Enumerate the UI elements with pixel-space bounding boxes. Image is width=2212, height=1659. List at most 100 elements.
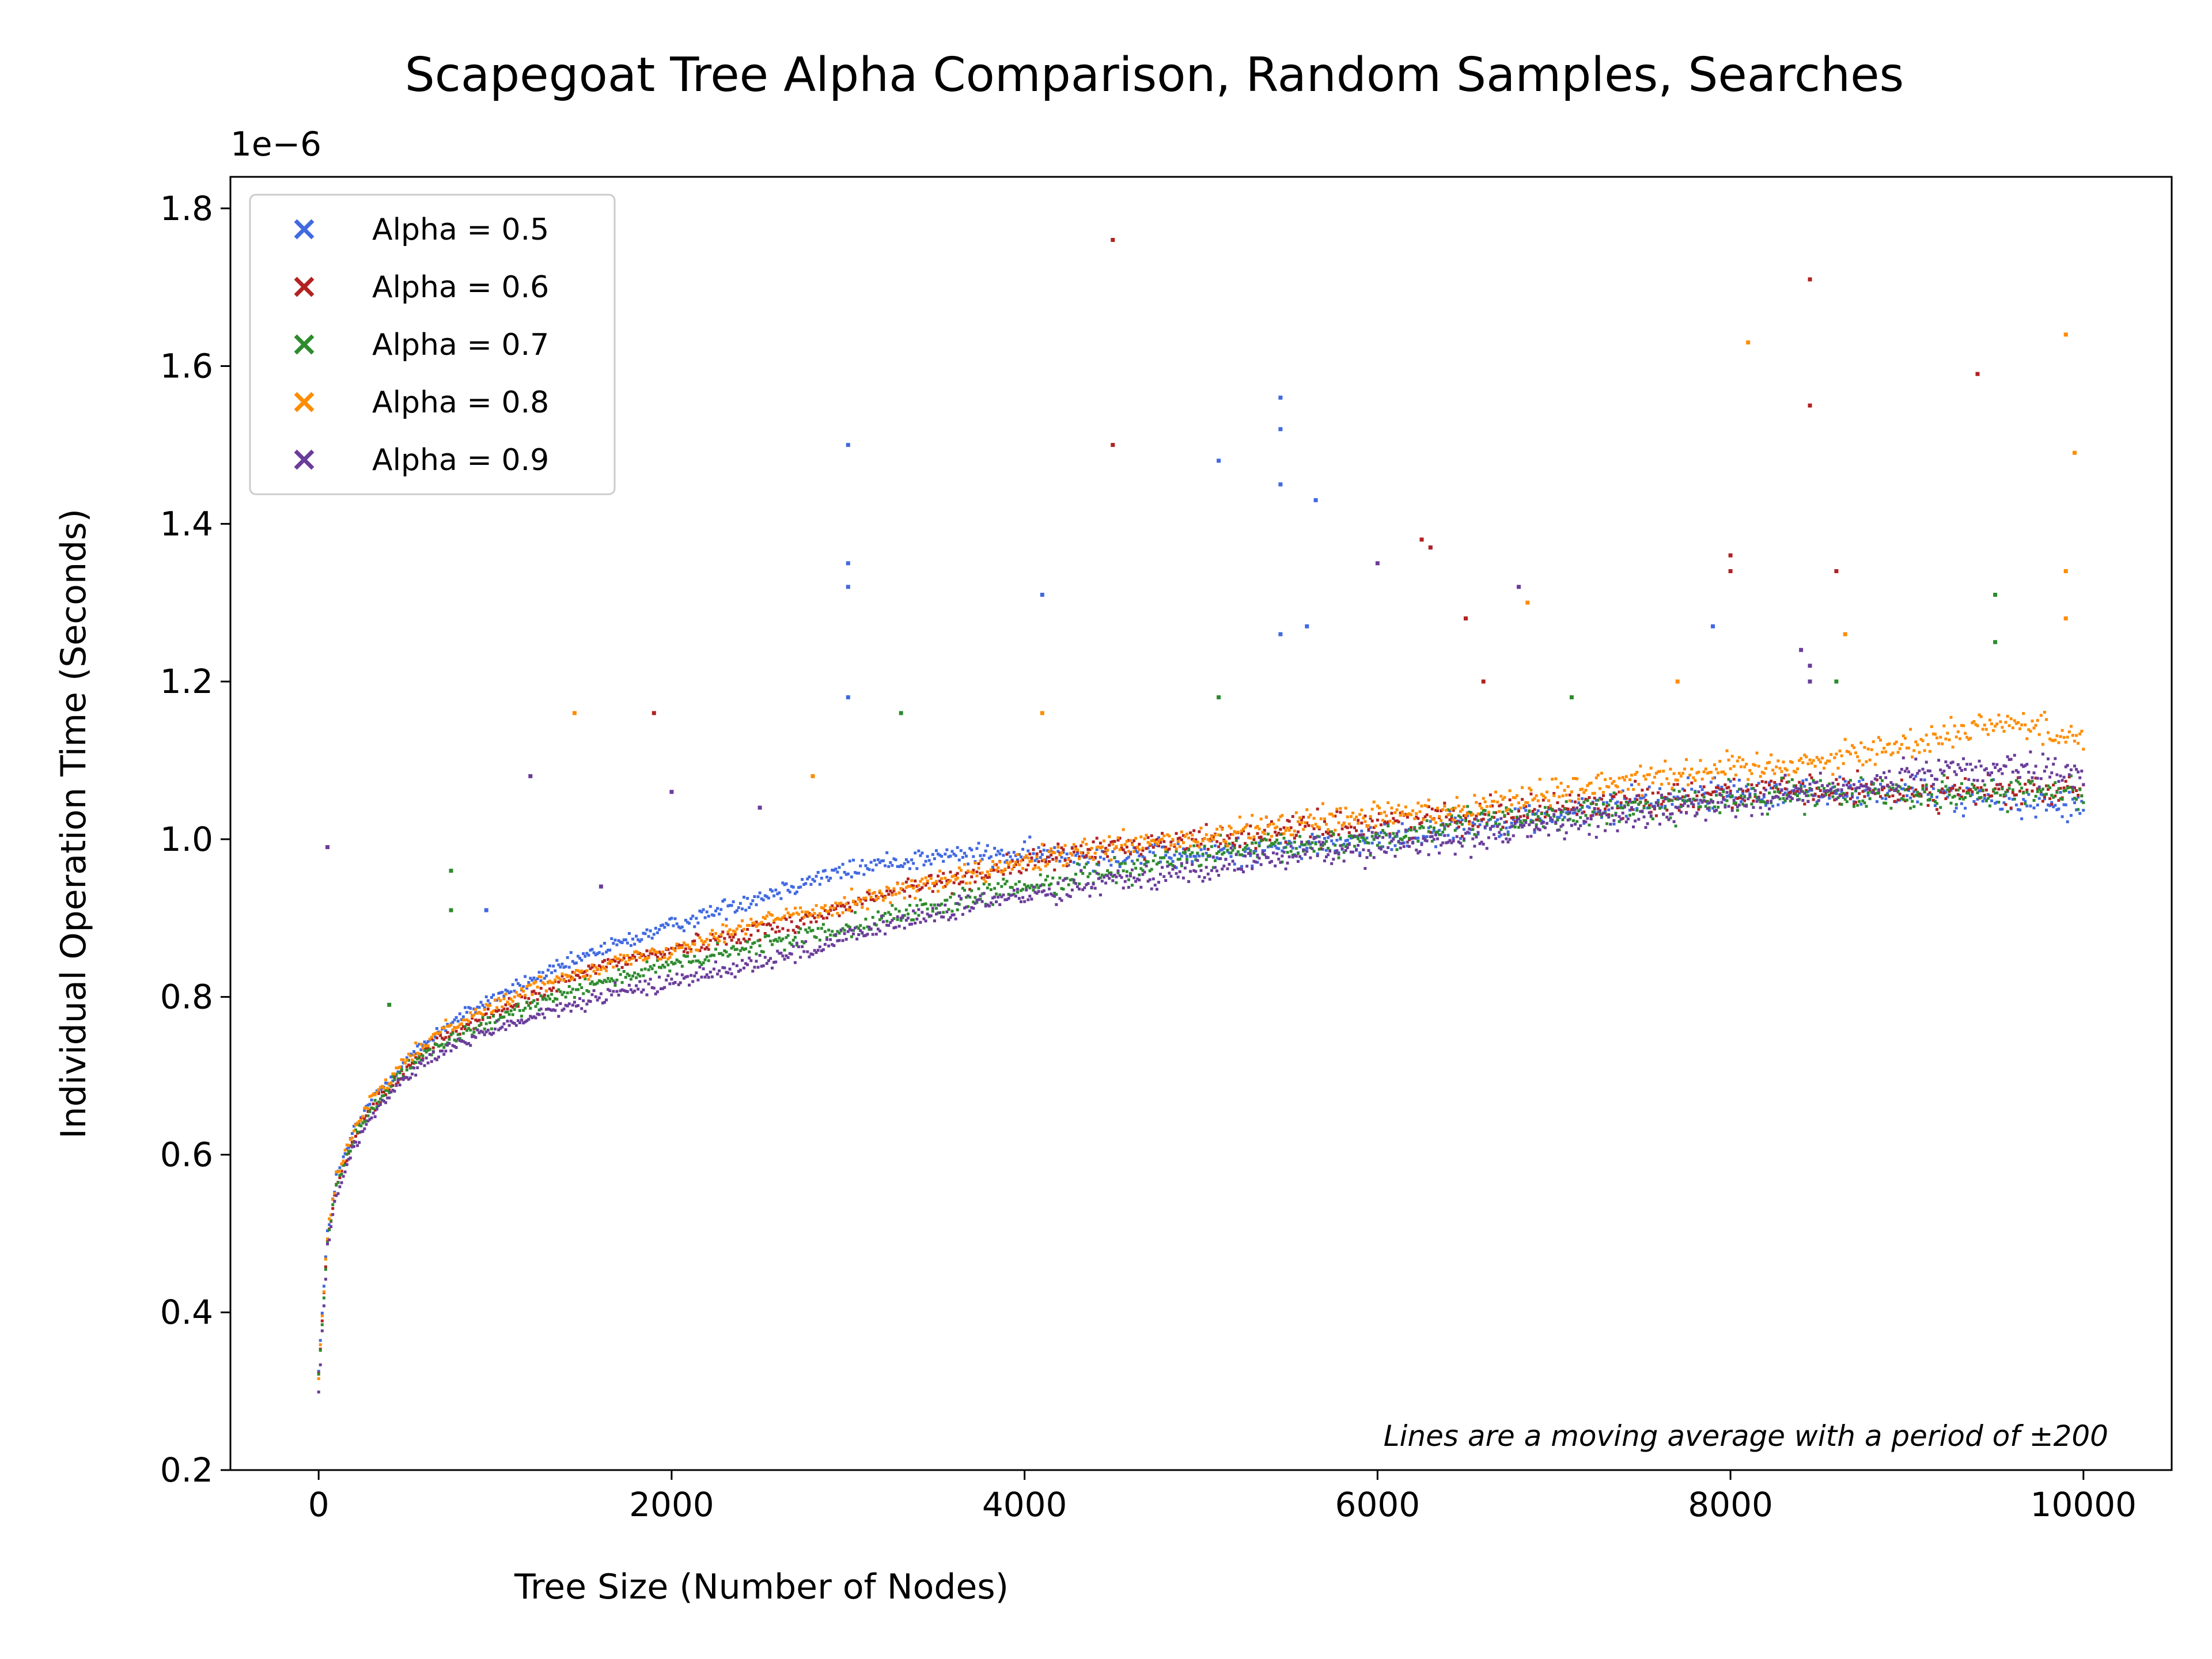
data-point: [1395, 819, 1399, 823]
data-point: [1986, 797, 1990, 800]
data-point: [1630, 808, 1633, 811]
data-point: [1949, 761, 1953, 764]
data-point: [1877, 791, 1880, 795]
data-point: [797, 912, 800, 916]
data-point: [476, 1005, 479, 1009]
data-point: [997, 866, 1000, 869]
data-point: [1709, 771, 1713, 774]
data-point: [1166, 850, 1169, 854]
data-point: [1468, 823, 1471, 825]
data-point: [1782, 760, 1785, 764]
data-point: [1649, 814, 1653, 817]
data-point: [1249, 836, 1252, 840]
data-point: [987, 904, 991, 908]
data-point: [2050, 802, 2054, 806]
data-point: [1228, 824, 1231, 828]
data-point: [868, 889, 871, 892]
data-point: [1206, 838, 1210, 841]
data-point: [1434, 831, 1437, 834]
data-point: [1771, 796, 1775, 800]
data-point: [525, 984, 529, 988]
data-point: [1118, 862, 1122, 866]
data-point: [1399, 812, 1402, 815]
data-point: [1065, 862, 1069, 866]
data-point: [1942, 774, 1946, 777]
data-point: [1074, 882, 1077, 885]
data-point: [1468, 810, 1471, 814]
data-point: [400, 1068, 403, 1071]
data-point: [1169, 840, 1173, 844]
data-point: [1842, 796, 1845, 799]
data-point: [772, 961, 776, 964]
data-point: [1634, 779, 1637, 783]
data-point: [419, 1048, 423, 1051]
data-point: [776, 892, 779, 896]
data-point: [673, 949, 677, 952]
data-point: [1162, 845, 1166, 849]
data-point: [703, 940, 707, 943]
data-point: [1122, 828, 1125, 831]
data-point: [1657, 798, 1660, 802]
data-point: [778, 918, 781, 921]
data-point: [1819, 789, 1822, 792]
data-point: [2067, 790, 2071, 794]
data-point: [1936, 808, 1938, 811]
data-point: [476, 1028, 479, 1032]
data-point: [825, 936, 828, 940]
data-point: [1171, 838, 1175, 841]
data-point: [2020, 817, 2024, 820]
data-point: [698, 961, 702, 964]
data-point: [1740, 765, 1743, 768]
data-point: [1106, 849, 1109, 852]
data-point: [721, 953, 725, 957]
data-point: [1559, 810, 1563, 814]
data-point: [1579, 803, 1582, 806]
data-point: [1859, 776, 1863, 779]
data-point: [1845, 794, 1849, 798]
data-point: [476, 1012, 479, 1015]
data-point: [1109, 871, 1113, 874]
data-point: [1618, 777, 1621, 780]
data-point: [1858, 800, 1861, 803]
data-point: [627, 932, 631, 935]
data-point: [531, 1001, 534, 1004]
data-point: [938, 911, 942, 914]
data-point: [1925, 786, 1928, 789]
data-point: [1971, 783, 1974, 786]
data-point: [1023, 900, 1027, 903]
data-point: [1700, 778, 1704, 781]
data-point: [1600, 815, 1603, 817]
data-point: [435, 1058, 438, 1062]
data-point: [1161, 845, 1164, 849]
data-point: [891, 892, 894, 895]
data-point: [802, 915, 806, 919]
data-point: [1277, 857, 1281, 861]
data-point: [1955, 773, 1958, 777]
data-point: [821, 869, 825, 873]
data-point: [1568, 811, 1571, 815]
data-point: [1443, 827, 1446, 831]
data-point: [771, 943, 774, 946]
data-point: [1881, 779, 1884, 782]
data-point: [1937, 742, 1941, 745]
data-point: [1402, 845, 1406, 849]
data-point: [1694, 791, 1697, 794]
data-point: [956, 872, 959, 875]
data-point: [1916, 794, 1919, 797]
data-point: [735, 964, 738, 967]
data-point: [1902, 794, 1905, 798]
data-point: [1488, 793, 1492, 797]
data-point: [1168, 847, 1171, 851]
data-point: [1967, 791, 1971, 795]
data-point: [1667, 818, 1671, 821]
data-point: [919, 854, 922, 857]
data-point: [1321, 847, 1324, 851]
data-point: [1300, 840, 1304, 844]
data-point: [1503, 796, 1506, 799]
data-point: [1759, 791, 1762, 794]
data-point: [502, 994, 506, 998]
data-point: [702, 941, 705, 945]
data-point: [961, 880, 964, 884]
data-point: [1445, 823, 1448, 826]
data-point: [1801, 761, 1805, 764]
